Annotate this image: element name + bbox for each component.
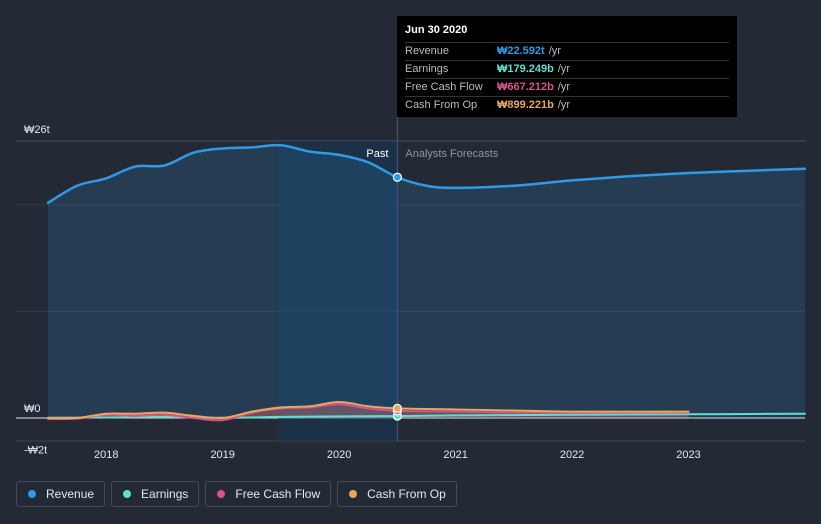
cash-from-op-line: [47, 401, 690, 420]
free-cash-flow-line: [47, 403, 690, 422]
free-cash-flow-dot-icon: [217, 490, 226, 498]
x-tick-label: 2022: [560, 449, 584, 461]
tooltip-unit: /yr: [557, 63, 571, 75]
earnings-dot-icon: [123, 490, 132, 498]
legend: Revenue Earnings Free Cash Flow Cash Fro…: [16, 481, 457, 507]
revenue-marker: [392, 172, 402, 182]
tooltip-row-free-cash-flow: Free Cash Flow ₩667.212b /yr: [405, 78, 729, 95]
past-region: [277, 141, 398, 441]
hover-markers: [392, 172, 402, 421]
legend-label: Earnings: [141, 487, 189, 501]
x-axis-labels: 2018 2019 2020 2021 2022 2023: [94, 449, 701, 461]
legend-item-earnings[interactable]: Earnings: [111, 481, 200, 507]
legend-item-cash-from-op[interactable]: Cash From Op: [337, 481, 457, 507]
revenue-dot-icon: [28, 490, 36, 498]
forecast-label: Analysts Forecasts: [405, 148, 498, 160]
legend-label: Revenue: [46, 487, 95, 501]
x-tick-label: 2019: [210, 449, 234, 461]
series-lines: [46, 143, 807, 422]
earnings-line: [47, 412, 806, 419]
x-tick-label: 2020: [327, 449, 351, 461]
tooltip-row-revenue: Revenue ₩22.592t /yr: [405, 42, 729, 59]
tooltip-value: ₩22.592t: [497, 45, 545, 57]
legend-item-revenue[interactable]: Revenue: [16, 481, 106, 507]
y-tick-label: ₩26t: [24, 124, 50, 136]
free-cash-flow-area: [48, 404, 689, 421]
revenue-area: [48, 145, 805, 419]
tooltip-date: Jun 30 2020: [405, 24, 468, 36]
legend-label: Cash From Op: [367, 487, 446, 501]
cash-from-op-marker: [392, 403, 402, 414]
x-tick-label: 2021: [443, 449, 467, 461]
x-tick-label: 2023: [676, 449, 700, 461]
tooltip-label: Revenue: [405, 45, 450, 57]
cash-from-op-dot-icon: [349, 490, 358, 498]
tooltip: Jun 30 2020 Revenue ₩22.592t /yr Earning…: [397, 16, 737, 117]
tooltip-unit: /yr: [557, 81, 571, 93]
tooltip-value: ₩667.212b: [497, 81, 554, 93]
legend-item-free-cash-flow[interactable]: Free Cash Flow: [205, 481, 332, 507]
tooltip-label: Earnings: [405, 63, 449, 75]
y-tick-label: ₩0: [24, 403, 41, 415]
y-tick-label: -₩2t: [24, 444, 47, 456]
tooltip-unit: /yr: [548, 45, 561, 57]
past-label: Past: [366, 148, 388, 160]
tooltip-value: ₩179.249b: [497, 63, 554, 75]
tooltip-row-cash-from-op: Cash From Op ₩899.221b /yr: [405, 96, 729, 113]
tooltip-label: Cash From Op: [405, 99, 478, 111]
revenue-line: [46, 143, 807, 205]
x-tick-label: 2018: [94, 449, 118, 461]
tooltip-unit: /yr: [557, 99, 571, 111]
tooltip-label: Free Cash Flow: [405, 81, 483, 93]
tooltip-row-earnings: Earnings ₩179.249b /yr: [405, 60, 729, 77]
tooltip-value: ₩899.221b: [497, 99, 554, 111]
y-axis-labels: ₩26t ₩0 -₩2t: [24, 124, 50, 456]
legend-label: Free Cash Flow: [235, 487, 321, 501]
